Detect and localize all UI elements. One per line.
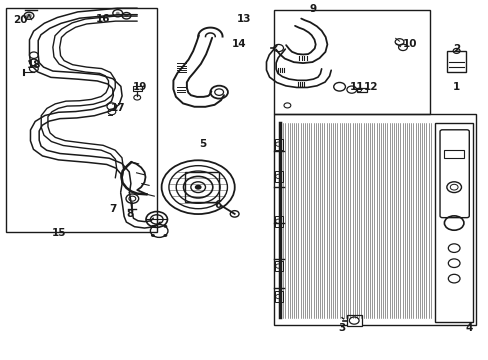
Bar [273,114,475,325]
Text: 10: 10 [402,39,417,49]
Text: 18: 18 [26,60,41,70]
Circle shape [116,12,120,15]
Bar [356,88,366,92]
Bar [275,139,282,149]
Text: 15: 15 [52,228,66,238]
Text: 5: 5 [199,139,206,149]
Text: 1: 1 [452,82,459,92]
Bar [275,171,282,182]
Text: 14: 14 [232,39,246,49]
Circle shape [194,185,201,190]
Text: 2: 2 [452,44,459,54]
Bar [434,123,472,321]
Text: 11: 11 [349,82,363,92]
Text: 7: 7 [109,204,116,214]
Circle shape [151,234,155,237]
Bar [273,10,429,114]
Circle shape [26,14,32,18]
Text: 9: 9 [308,4,316,14]
Bar [346,315,361,326]
Text: 4: 4 [464,323,471,333]
Text: 3: 3 [338,323,345,333]
Text: 19: 19 [132,82,146,92]
Bar [446,51,466,72]
Text: 8: 8 [126,209,133,219]
Text: 16: 16 [96,14,110,24]
Text: 13: 13 [237,14,251,24]
Text: 20: 20 [13,15,27,26]
Circle shape [124,14,128,17]
Bar [275,261,282,271]
Circle shape [163,225,167,228]
Circle shape [163,234,167,237]
Bar [184,172,218,202]
Text: 17: 17 [110,103,125,113]
Bar [275,216,282,226]
Bar [5,8,157,232]
Bar [444,149,463,158]
Bar [133,86,142,91]
Bar [275,291,282,302]
Circle shape [151,225,155,228]
Text: 12: 12 [363,82,378,92]
Text: 6: 6 [214,200,221,210]
